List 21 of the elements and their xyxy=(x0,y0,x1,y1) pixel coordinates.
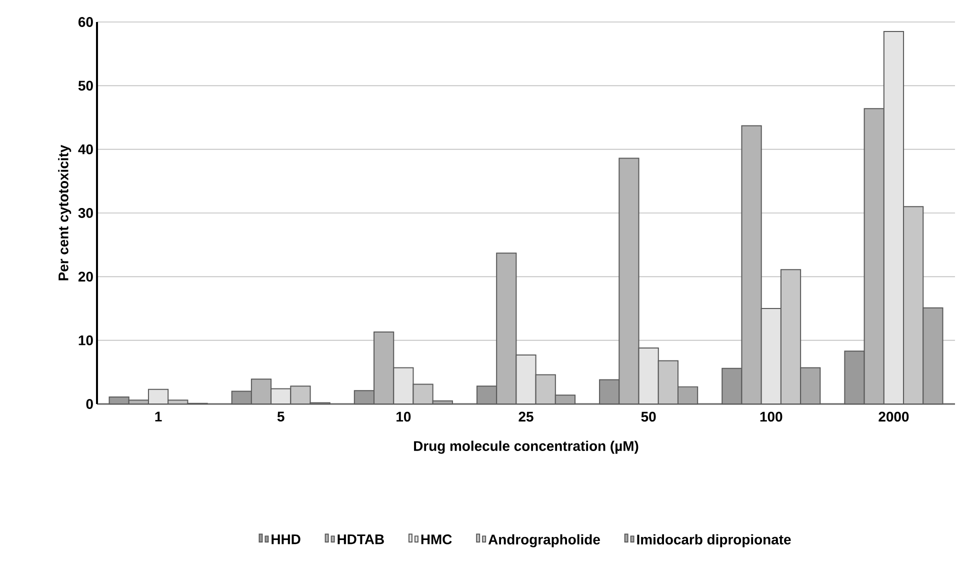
y-tick-label: 50 xyxy=(78,80,93,91)
legend-label: Imidocarb dipropionate xyxy=(637,534,791,548)
y-tick-label: 20 xyxy=(78,272,93,282)
legend-label: Andrographolide xyxy=(488,534,600,548)
x-tick-label: 25 xyxy=(518,412,534,422)
x-tick-label: 50 xyxy=(641,412,656,422)
y-tick-label: 60 xyxy=(78,17,93,27)
x-tick-label: 100 xyxy=(760,412,782,422)
y-tick-label: 10 xyxy=(78,335,93,346)
x-tick-label: 5 xyxy=(277,412,284,422)
x-axis-title: Drug molecule concentration (µM) xyxy=(414,440,638,454)
y-axis-title: Per cent cytotoxicity xyxy=(58,144,72,280)
y-tick-label: 40 xyxy=(78,144,93,154)
legend-label: HMC xyxy=(421,534,452,544)
x-tick-label: 2000 xyxy=(878,412,909,422)
y-tick-label: 30 xyxy=(78,208,93,218)
legend-label: HDTAB xyxy=(338,534,384,544)
y-tick-label: 0 xyxy=(86,399,93,409)
legend-label: HHD xyxy=(272,534,300,544)
x-tick-label: 10 xyxy=(396,412,411,422)
x-tick-label: 1 xyxy=(155,412,162,422)
